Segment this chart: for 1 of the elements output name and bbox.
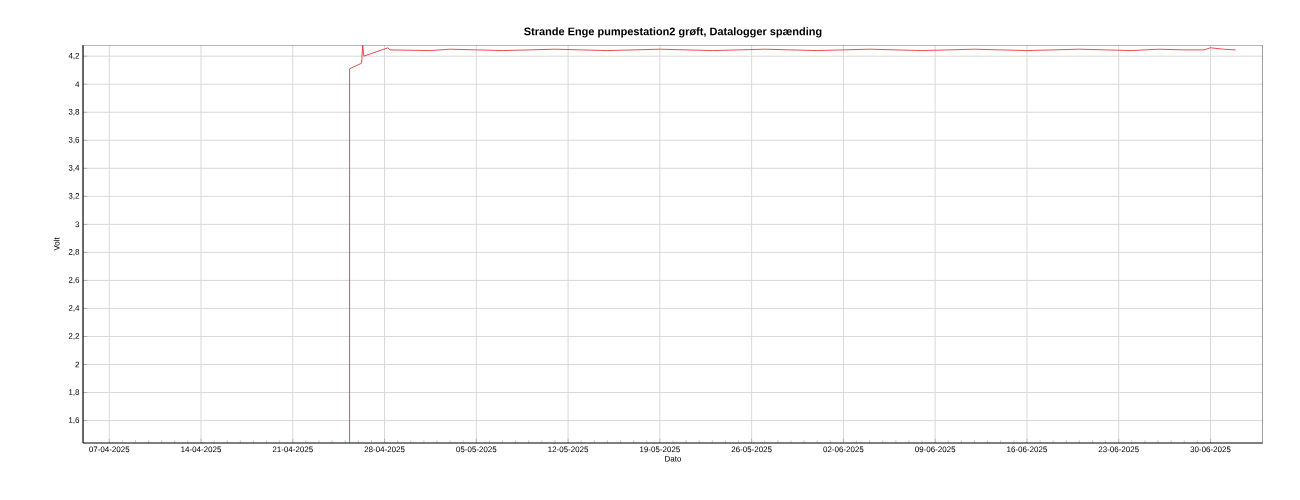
chart-title: Strande Enge pumpestation2 grøft, Datalogger spænding bbox=[524, 27, 822, 38]
